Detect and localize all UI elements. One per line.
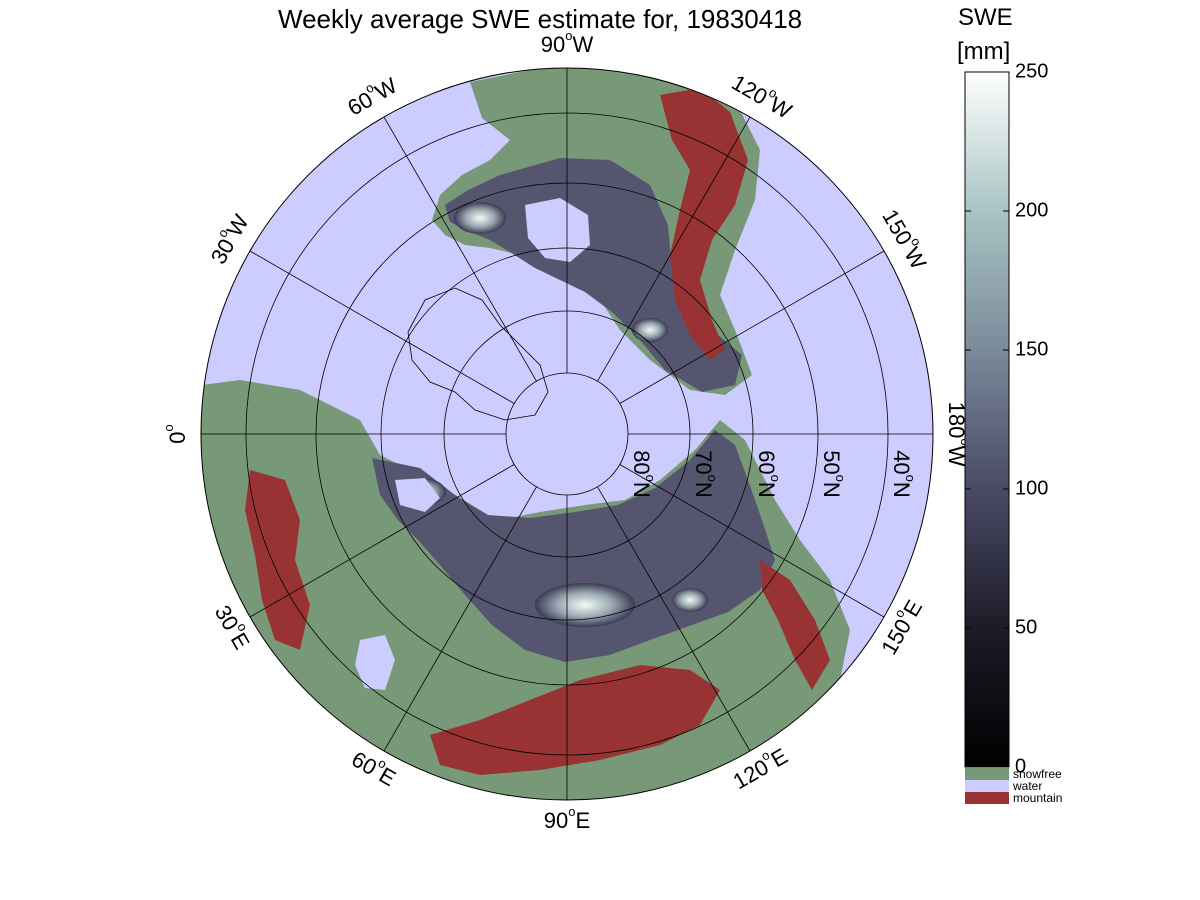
category-swatch — [965, 780, 1009, 792]
colorbar-tick-label: 250 — [1015, 60, 1048, 82]
polar-map — [201, 68, 933, 800]
caspian-sea — [355, 635, 395, 690]
north-america-snowpack — [445, 158, 742, 392]
latitude-hemisphere: N — [754, 482, 779, 498]
map-boundary — [200, 67, 934, 801]
european-mountains — [245, 470, 310, 650]
longitude-hemisphere: W — [899, 243, 931, 274]
meridian-line — [249, 250, 515, 404]
graticule — [201, 68, 933, 800]
latitude-label: 40oN — [889, 450, 917, 498]
latitude-label: 80oN — [629, 450, 657, 498]
degree-symbol: o — [568, 804, 575, 819]
latitude-hemisphere: N — [889, 482, 914, 498]
degree-symbol: o — [705, 475, 720, 482]
colorbar-tick-label: 100 — [1015, 477, 1048, 499]
longitude-label: 90oW — [541, 28, 594, 56]
meridian-line — [383, 486, 537, 752]
latitude-label: 70oN — [691, 450, 719, 498]
snow-max-east-siberia — [672, 588, 708, 612]
degree-symbol: o — [161, 424, 176, 431]
longitude-label: 90oE — [544, 804, 590, 832]
meridian-line — [597, 486, 751, 752]
longitude-hemisphere: E — [226, 628, 255, 653]
latitude-label: 50oN — [819, 450, 847, 498]
snow-max-siberia — [535, 583, 635, 627]
colorbar-tick-label: 200 — [1015, 199, 1048, 221]
latitude-hemisphere: N — [629, 482, 654, 498]
colorbar-title: SWE — [958, 4, 1013, 31]
meridian-line — [383, 116, 537, 382]
latitude-hemisphere: N — [691, 482, 716, 498]
degree-symbol: o — [903, 475, 918, 482]
colorbar-ticks: 250 200 150 100 50 0 — [965, 60, 1048, 777]
longitude-degrees: 90 — [541, 32, 565, 57]
latitude-degrees: 50 — [819, 450, 844, 474]
longitude-degrees: 120 — [728, 70, 772, 110]
hudson-bay — [525, 198, 590, 262]
latitude-degrees: 80 — [629, 450, 654, 474]
greenland — [407, 287, 549, 421]
latitude-degrees: 70 — [691, 450, 716, 474]
meridian-line — [249, 464, 515, 618]
white-sea — [395, 478, 440, 512]
longitude-label: 0o — [161, 424, 189, 443]
colorbar-tick-label: 150 — [1015, 338, 1048, 360]
longitude-degrees: 90 — [544, 808, 568, 833]
longitude-hemisphere: W — [944, 446, 969, 467]
latitude-hemisphere: N — [819, 482, 844, 498]
longitude-hemisphere: E — [576, 808, 591, 833]
meridian-line — [619, 464, 885, 618]
longitude-degrees: 0 — [165, 431, 190, 443]
snow-max-alaska — [632, 318, 668, 342]
longitude-degrees: 60 — [347, 746, 381, 780]
east-asian-mountains — [760, 560, 830, 690]
latitude-degrees: 60 — [754, 450, 779, 474]
colorbar-unit: [mm] — [957, 38, 1011, 65]
colorbar-tick-label: 50 — [1015, 616, 1037, 638]
meridian-line — [619, 250, 885, 404]
degree-symbol: o — [768, 475, 783, 482]
colorbar-tick-label: 0 — [1015, 755, 1026, 777]
degree-symbol: o — [643, 475, 658, 482]
category-swatch — [965, 792, 1009, 804]
colorbar-gradient — [964, 71, 1010, 768]
meridian-line — [597, 116, 751, 382]
degree-symbol: o — [565, 28, 572, 43]
snow-max-quebec — [454, 202, 506, 234]
figure-title: Weekly average SWE estimate for, 1983041… — [278, 4, 803, 34]
category-swatch — [965, 768, 1009, 780]
category-label: snowfree — [1013, 767, 1062, 781]
longitude-hemisphere: W — [371, 72, 402, 104]
latitude-label: 60oN — [754, 450, 782, 498]
longitude-degrees: 30 — [206, 234, 240, 268]
category-label: water — [1012, 779, 1042, 793]
category-label: mountain — [1013, 791, 1062, 805]
latitude-degrees: 40 — [889, 450, 914, 474]
longitude-hemisphere: E — [767, 743, 792, 772]
degree-symbol: o — [833, 475, 848, 482]
asian-mountains — [430, 665, 720, 775]
longitude-hemisphere: W — [572, 32, 593, 57]
